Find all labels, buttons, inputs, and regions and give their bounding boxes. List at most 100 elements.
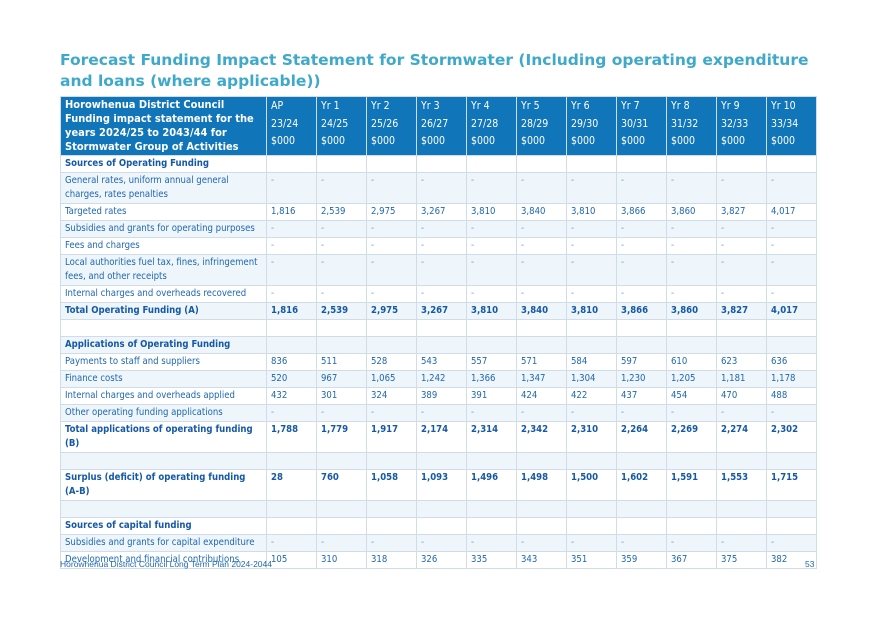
value-cell: 318 bbox=[366, 551, 417, 569]
empty-cell bbox=[466, 452, 517, 470]
empty-cell bbox=[366, 319, 417, 337]
value-cell: 382 bbox=[766, 551, 817, 569]
value-cell: - bbox=[416, 534, 467, 552]
value-cell: 28 bbox=[266, 469, 317, 501]
value-cell: - bbox=[416, 254, 467, 286]
value-cell: - bbox=[716, 285, 767, 303]
empty-cell bbox=[616, 336, 667, 354]
empty-cell bbox=[416, 155, 467, 173]
empty-cell bbox=[316, 452, 367, 470]
value-cell: 2,975 bbox=[366, 203, 417, 221]
value-cell: - bbox=[466, 254, 517, 286]
row-label bbox=[60, 500, 267, 518]
funding-impact-table: Horowhenua District Council Funding impa… bbox=[60, 96, 817, 569]
value-cell: 4,017 bbox=[766, 302, 817, 320]
header-year-cell: Yr 5 28/29 $000 bbox=[516, 96, 567, 156]
header-unit: $000 bbox=[271, 135, 296, 147]
table-row: Finance costs 520 967 1,065 1,242 1,366 1,347 1… bbox=[60, 370, 817, 388]
header-year: Yr 9 bbox=[721, 100, 740, 112]
value-cell: 1,498 bbox=[516, 469, 567, 501]
value-cell: - bbox=[616, 254, 667, 286]
value-cell: - bbox=[766, 404, 817, 422]
value-cell: 2,539 bbox=[316, 203, 367, 221]
value-cell: - bbox=[616, 534, 667, 552]
value-cell: 1,602 bbox=[616, 469, 667, 501]
row-label bbox=[60, 319, 267, 337]
empty-cell bbox=[566, 517, 617, 535]
value-cell: 3,827 bbox=[716, 302, 767, 320]
value-cell: 2,539 bbox=[316, 302, 367, 320]
value-cell: 3,267 bbox=[416, 302, 467, 320]
value-cell: - bbox=[766, 172, 817, 204]
value-cell: 3,860 bbox=[666, 203, 717, 221]
value-cell: - bbox=[316, 172, 367, 204]
table-header-row: Horowhenua District Council Funding impa… bbox=[60, 96, 817, 156]
empty-cell bbox=[516, 319, 567, 337]
value-cell: 470 bbox=[716, 387, 767, 405]
value-cell: - bbox=[666, 534, 717, 552]
empty-cell bbox=[366, 336, 417, 354]
empty-cell bbox=[266, 500, 317, 518]
value-cell: - bbox=[316, 237, 367, 255]
header-year: Yr 10 bbox=[771, 100, 796, 112]
empty-cell bbox=[666, 336, 717, 354]
row-label: Total Operating Funding (A) bbox=[60, 302, 267, 320]
empty-cell bbox=[616, 452, 667, 470]
value-cell: - bbox=[516, 534, 567, 552]
header-year-cell: Yr 4 27/28 $000 bbox=[466, 96, 517, 156]
value-cell: - bbox=[716, 237, 767, 255]
empty-cell bbox=[716, 155, 767, 173]
row-label: Other operating funding applications bbox=[60, 404, 267, 422]
row-label: Sources of Operating Funding bbox=[60, 155, 267, 173]
value-cell: 3,860 bbox=[666, 302, 717, 320]
value-cell: - bbox=[616, 172, 667, 204]
row-label: Development and financial contributions bbox=[60, 551, 267, 569]
header-period: 30/31 bbox=[621, 117, 649, 130]
header-year-cell: Yr 10 33/34 $000 bbox=[766, 96, 817, 156]
table-row: Other operating funding applications - - - -… bbox=[60, 404, 817, 422]
empty-cell bbox=[566, 452, 617, 470]
value-cell: 967 bbox=[316, 370, 367, 388]
value-cell: 389 bbox=[416, 387, 467, 405]
value-cell: 1,242 bbox=[416, 370, 467, 388]
value-cell: - bbox=[616, 237, 667, 255]
empty-cell bbox=[766, 517, 817, 535]
value-cell: 1,065 bbox=[366, 370, 417, 388]
header-unit: $000 bbox=[471, 135, 496, 147]
value-cell: - bbox=[716, 534, 767, 552]
empty-cell bbox=[616, 319, 667, 337]
value-cell: - bbox=[716, 404, 767, 422]
header-year: Yr 2 bbox=[371, 100, 390, 112]
value-cell: 557 bbox=[466, 353, 517, 371]
header-unit: $000 bbox=[371, 135, 396, 147]
row-label: Finance costs bbox=[60, 370, 267, 388]
header-year: Yr 7 bbox=[621, 100, 640, 112]
empty-cell bbox=[666, 319, 717, 337]
header-label-line: Horowhenua District Council bbox=[65, 98, 225, 111]
empty-cell bbox=[566, 336, 617, 354]
table-row: Subsidies and grants for capital expendi… bbox=[60, 534, 817, 552]
value-cell: 2,975 bbox=[366, 302, 417, 320]
value-cell: 1,779 bbox=[316, 421, 367, 453]
header-period: 31/32 bbox=[671, 117, 699, 130]
value-cell: 610 bbox=[666, 353, 717, 371]
value-cell: 1,500 bbox=[566, 469, 617, 501]
empty-cell bbox=[266, 155, 317, 173]
value-cell: - bbox=[366, 534, 417, 552]
value-cell: - bbox=[616, 285, 667, 303]
table-row: Subsidies and grants for operating purpo… bbox=[60, 220, 817, 238]
value-cell: 3,267 bbox=[416, 203, 467, 221]
value-cell: - bbox=[266, 220, 317, 238]
empty-cell bbox=[366, 452, 417, 470]
value-cell: - bbox=[516, 237, 567, 255]
header-unit: $000 bbox=[721, 135, 746, 147]
value-cell: 488 bbox=[766, 387, 817, 405]
empty-cell bbox=[516, 155, 567, 173]
header-unit: $000 bbox=[621, 135, 646, 147]
empty-cell bbox=[716, 336, 767, 354]
value-cell: 1,205 bbox=[666, 370, 717, 388]
empty-cell bbox=[616, 155, 667, 173]
value-cell: - bbox=[766, 254, 817, 286]
empty-cell bbox=[616, 500, 667, 518]
row-label: Subsidies and grants for capital expendi… bbox=[60, 534, 267, 552]
